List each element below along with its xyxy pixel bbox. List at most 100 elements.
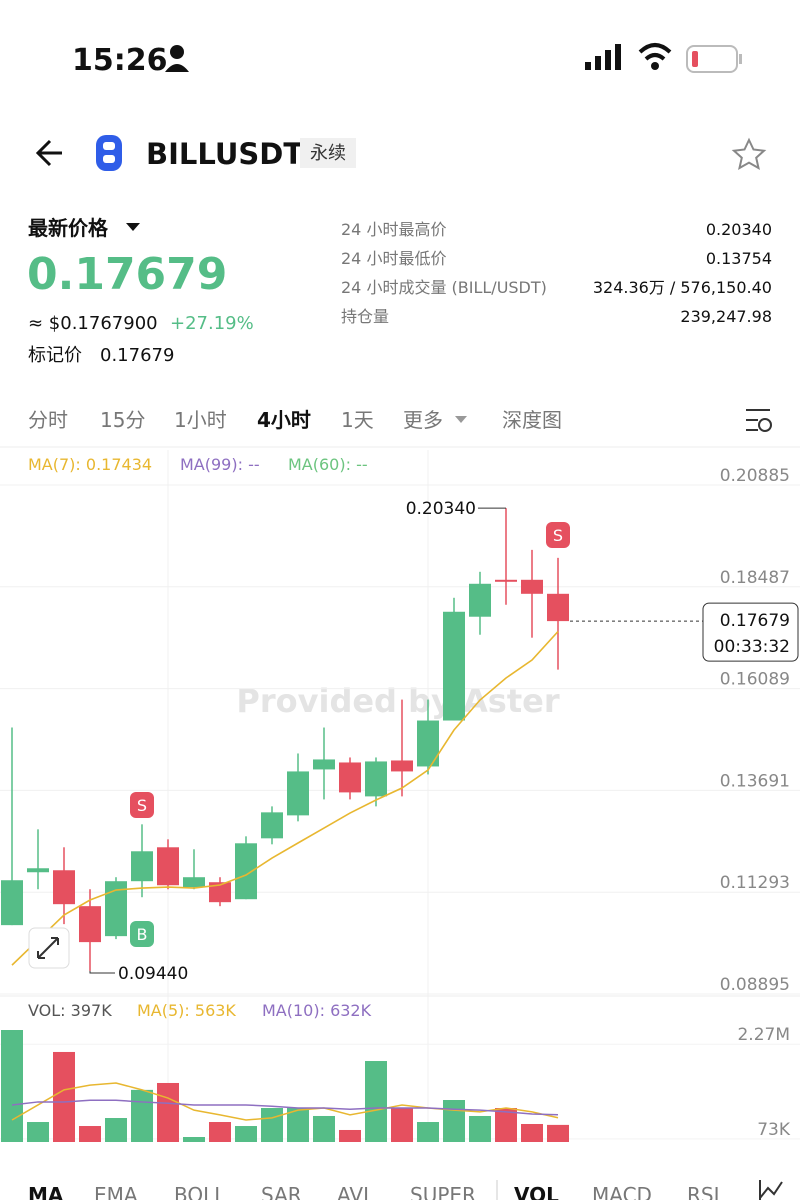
volume-bar (183, 1137, 205, 1142)
stat-label: 24 小时成交量 (BILL/USDT) (341, 278, 547, 297)
candle-body (131, 851, 153, 882)
ma-line (11, 630, 559, 966)
candle-body (1, 880, 23, 926)
volume-bar (79, 1126, 101, 1142)
timeframe-tab[interactable]: 深度图 (502, 408, 562, 432)
volume-bar (521, 1123, 543, 1142)
high-annotation: 0.20340 (406, 499, 476, 519)
price-label[interactable]: 最新价格 (28, 216, 109, 240)
indicator-tab[interactable]: EMA (94, 1183, 138, 1200)
volume-bar (1, 1030, 23, 1142)
candle-body (261, 812, 283, 839)
price-change: +27.19% (170, 313, 254, 334)
indicator-tab[interactable]: SAR (261, 1183, 302, 1200)
volume-bar (443, 1100, 465, 1142)
legend-item: MA(60): -- (288, 455, 368, 474)
legend-item: MA(7): 0.17434 (28, 455, 152, 474)
candle-chart: 0.20885 0.18487 0.16089 0.13691 0.11293 0.088… (0, 455, 800, 1142)
watermark: Provided by Aster (236, 682, 559, 720)
y-tick-label: 0.08895 (720, 975, 790, 995)
candle-body (287, 771, 309, 816)
volume-bar (53, 1051, 75, 1142)
volume-bar (209, 1122, 231, 1142)
indicator-tab[interactable]: AVL (337, 1183, 375, 1200)
low-annotation: 0.09440 (118, 964, 188, 984)
candle-body (313, 759, 335, 770)
candle-body (339, 762, 361, 793)
mark-price: 0.17679 (100, 345, 174, 366)
chart-settings[interactable] (746, 409, 772, 432)
trade-marker (546, 522, 570, 548)
indicator-tab[interactable]: VOL (514, 1183, 559, 1200)
mark-price-label: 标记价 (28, 345, 82, 366)
legend-item: MA(10): 632K (262, 1001, 372, 1020)
y-tick-label: 2.27M (737, 1025, 790, 1045)
indicator-tab[interactable]: MA (28, 1183, 64, 1200)
candle-body (27, 868, 49, 873)
timeframe-tab[interactable]: 1天 (341, 408, 374, 432)
stat-value: 0.20340 (706, 220, 772, 239)
tag: 永续 (310, 143, 346, 164)
stat-label: 24 小时最低价 (341, 249, 446, 268)
candle-body (469, 583, 491, 617)
indicator-tab[interactable]: MACD (592, 1183, 652, 1200)
dropdown-arrow (126, 223, 140, 231)
candle-body (417, 720, 439, 767)
candle-body (365, 761, 387, 797)
tag-bg (300, 138, 356, 168)
volume-bar (339, 1129, 361, 1142)
timeframe-tab[interactable]: 4小时 (257, 408, 311, 432)
legend-item: MA(5): 563K (137, 1001, 236, 1020)
indicator-tab[interactable]: RSI (687, 1183, 720, 1200)
volume-bar (131, 1089, 153, 1142)
back-button[interactable] (35, 139, 62, 167)
ma-line (11, 1099, 559, 1116)
candle-body (209, 882, 231, 903)
y-tick-label: 0.20885 (720, 466, 790, 486)
y-tick-label: 0.16089 (720, 670, 790, 690)
stat-label: 持仓量 (341, 307, 389, 326)
stat-label: 24 小时最高价 (341, 220, 446, 239)
timeframe-tab[interactable]: 分时 (28, 408, 68, 432)
volume-bar (495, 1108, 517, 1142)
symbol: BILLUSDT (146, 137, 303, 171)
y-tick-label: 73K (757, 1120, 791, 1140)
candle-body (521, 579, 543, 594)
stats: 24 小时最高价 0.20340 24 小时最低价 0.13754 24 小时成交量 (… (341, 220, 772, 326)
last-price: 0.17679 (27, 249, 227, 300)
timeframe-tab[interactable]: 1小时 (174, 408, 227, 432)
expand-button[interactable] (28, 927, 70, 969)
stat-value: 324.36万 / 576,150.40 (593, 278, 772, 297)
volume-bar (417, 1122, 439, 1142)
last-price-value: 0.17679 (720, 611, 790, 631)
volume-bar (469, 1115, 491, 1142)
trade-marker-label: S (553, 526, 563, 545)
candle-body (157, 847, 179, 886)
volume-bar (27, 1122, 49, 1142)
indicator-icon[interactable] (759, 1180, 783, 1200)
usd-price: ≈ $0.1767900 (28, 313, 158, 334)
indicator-tabs: MA EMA BOLL SAR AVL SUPER VOL MACD RSI (28, 1183, 720, 1200)
timeframe-tab[interactable]: 更多 (403, 408, 443, 432)
more-arrow (455, 416, 467, 423)
candle-body (79, 906, 101, 943)
candle-body (183, 877, 205, 888)
timeframe-tabs: 分时 15分 1小时 4小时 1天 更多 深度图 (28, 408, 562, 432)
candle-body (547, 593, 569, 622)
candle-body (235, 843, 257, 900)
indicator-tab[interactable]: BOLL (174, 1183, 226, 1200)
candle-body (105, 881, 127, 937)
indicator-tab[interactable]: SUPER (410, 1183, 476, 1200)
stat-value: 239,247.98 (680, 307, 772, 326)
volume-bar (391, 1108, 413, 1142)
favorite-star[interactable] (731, 137, 767, 170)
candle-body (495, 579, 517, 582)
legend-item: VOL: 397K (28, 1001, 112, 1020)
trade-marker (130, 921, 154, 947)
volume-bar (157, 1082, 179, 1142)
stat-value: 0.13754 (706, 249, 772, 268)
status-icons (165, 43, 742, 73)
timeframe-tab[interactable]: 15分 (100, 408, 145, 432)
